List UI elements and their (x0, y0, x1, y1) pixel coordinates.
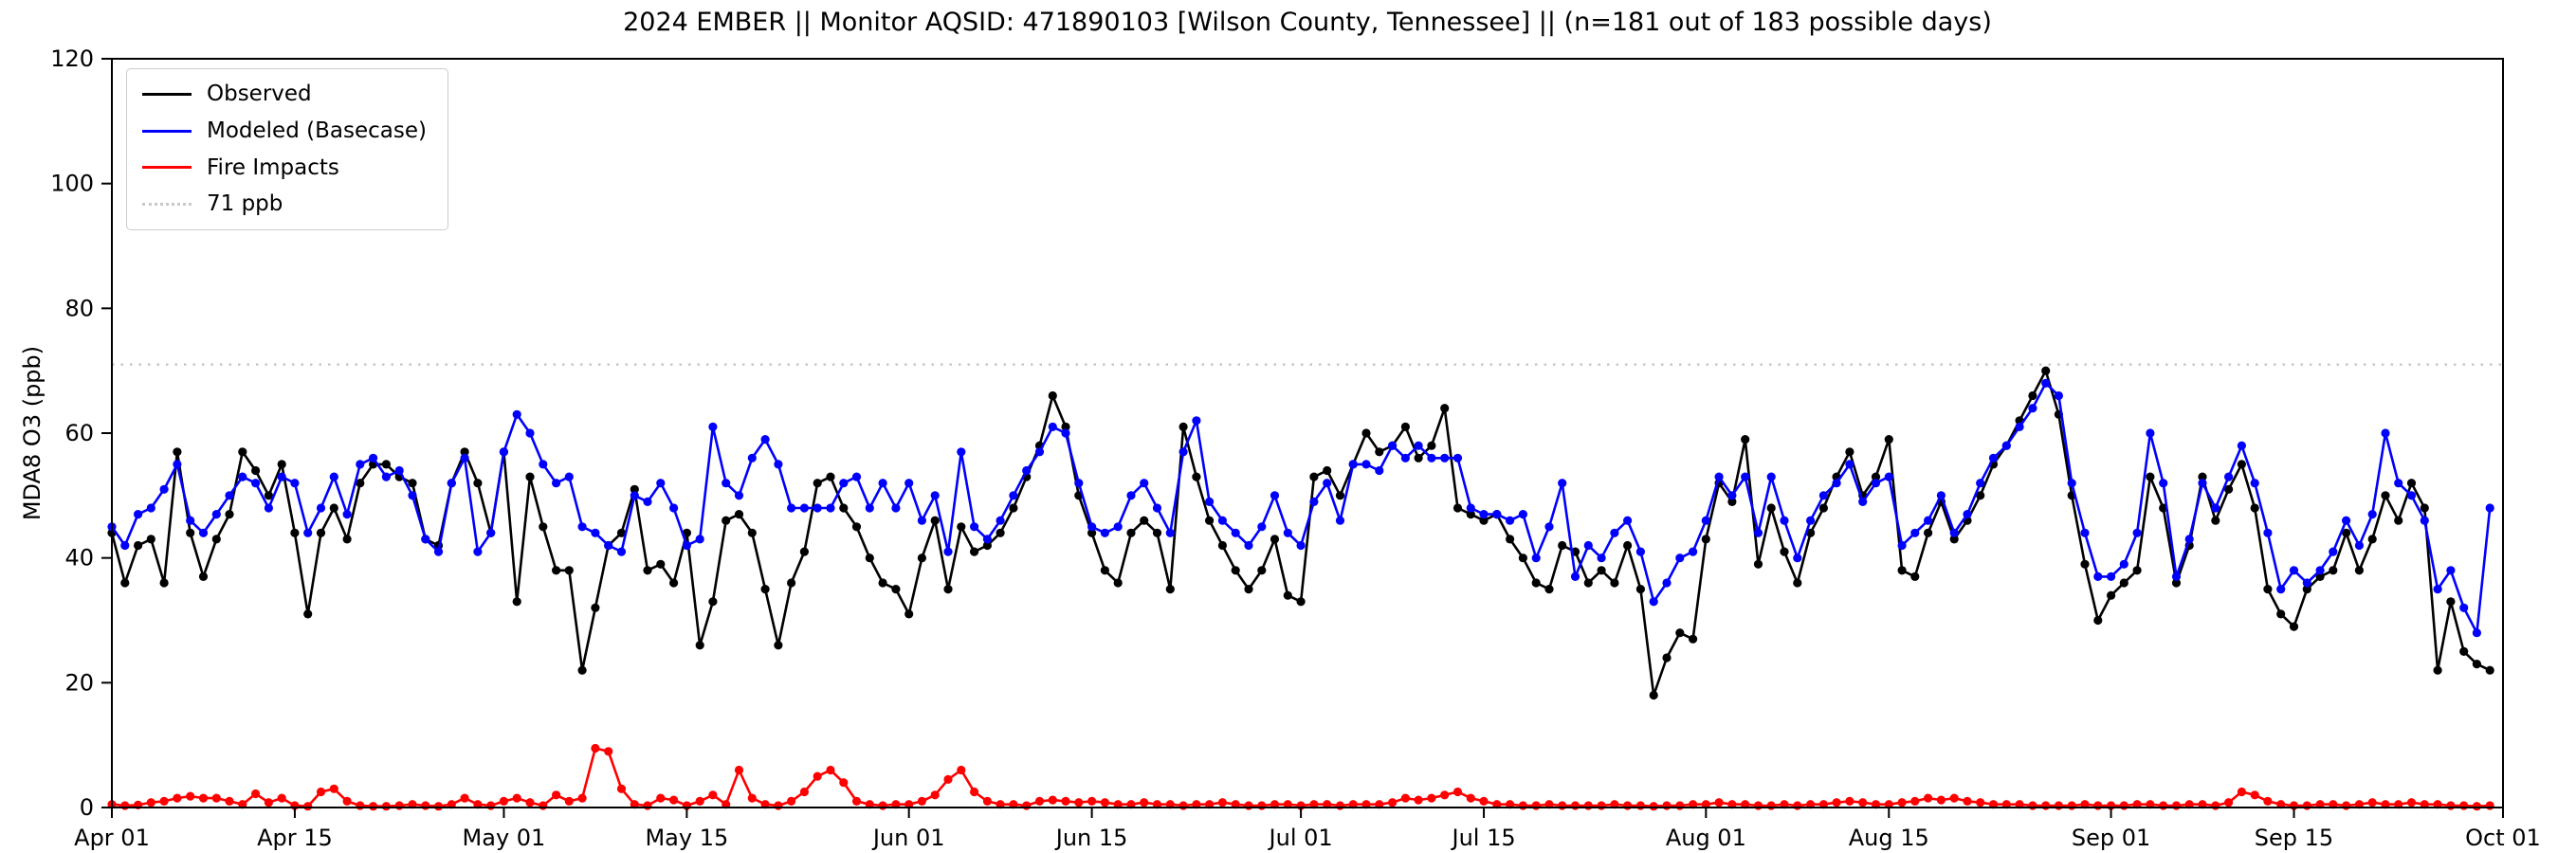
legend-label-observed: Observed (207, 82, 312, 106)
svg-text:Apr 15: Apr 15 (257, 825, 333, 851)
observed-line-swatch (142, 92, 192, 96)
legend-item-modeled: Modeled (Basecase) (142, 118, 427, 145)
svg-text:Jul 15: Jul 15 (1450, 825, 1515, 851)
legend-label-threshold: 71 ppb (207, 191, 283, 217)
svg-text:40: 40 (64, 545, 94, 572)
svg-text:Sep 15: Sep 15 (2255, 825, 2333, 851)
svg-text:Aug 15: Aug 15 (1849, 825, 1929, 851)
svg-text:May 01: May 01 (463, 825, 546, 851)
legend-label-fire-impacts: Fire Impacts (207, 154, 339, 180)
threshold-line-swatch (142, 203, 192, 207)
svg-text:60: 60 (64, 420, 94, 446)
svg-text:Jun 01: Jun 01 (871, 825, 945, 851)
legend-item-fire-impacts: Fire Impacts (142, 154, 427, 182)
legend-item-observed: Observed (142, 81, 427, 108)
svg-text:Oct 01: Oct 01 (2465, 825, 2541, 851)
svg-text:120: 120 (50, 45, 94, 72)
chart-title: 2024 EMBER || Monitor AQSID: 471890103 [… (623, 8, 1992, 37)
svg-text:Aug 01: Aug 01 (1666, 825, 1746, 851)
svg-text:80: 80 (64, 295, 94, 321)
svg-text:May 15: May 15 (645, 825, 728, 851)
svg-text:0: 0 (80, 794, 94, 821)
svg-text:Jun 15: Jun 15 (1054, 825, 1128, 851)
svg-text:100: 100 (50, 171, 94, 197)
fire-impacts-line-swatch (142, 166, 192, 170)
svg-text:Apr 01: Apr 01 (74, 825, 150, 851)
modeled-line-swatch (142, 129, 192, 133)
svg-text:20: 20 (64, 669, 94, 696)
legend: Observed Modeled (Basecase) Fire Impacts… (126, 68, 448, 230)
svg-text:Sep 01: Sep 01 (2072, 825, 2150, 851)
svg-text:Jul 01: Jul 01 (1268, 825, 1333, 851)
legend-item-threshold: 71 ppb (142, 191, 427, 218)
legend-label-modeled: Modeled (Basecase) (207, 118, 427, 143)
